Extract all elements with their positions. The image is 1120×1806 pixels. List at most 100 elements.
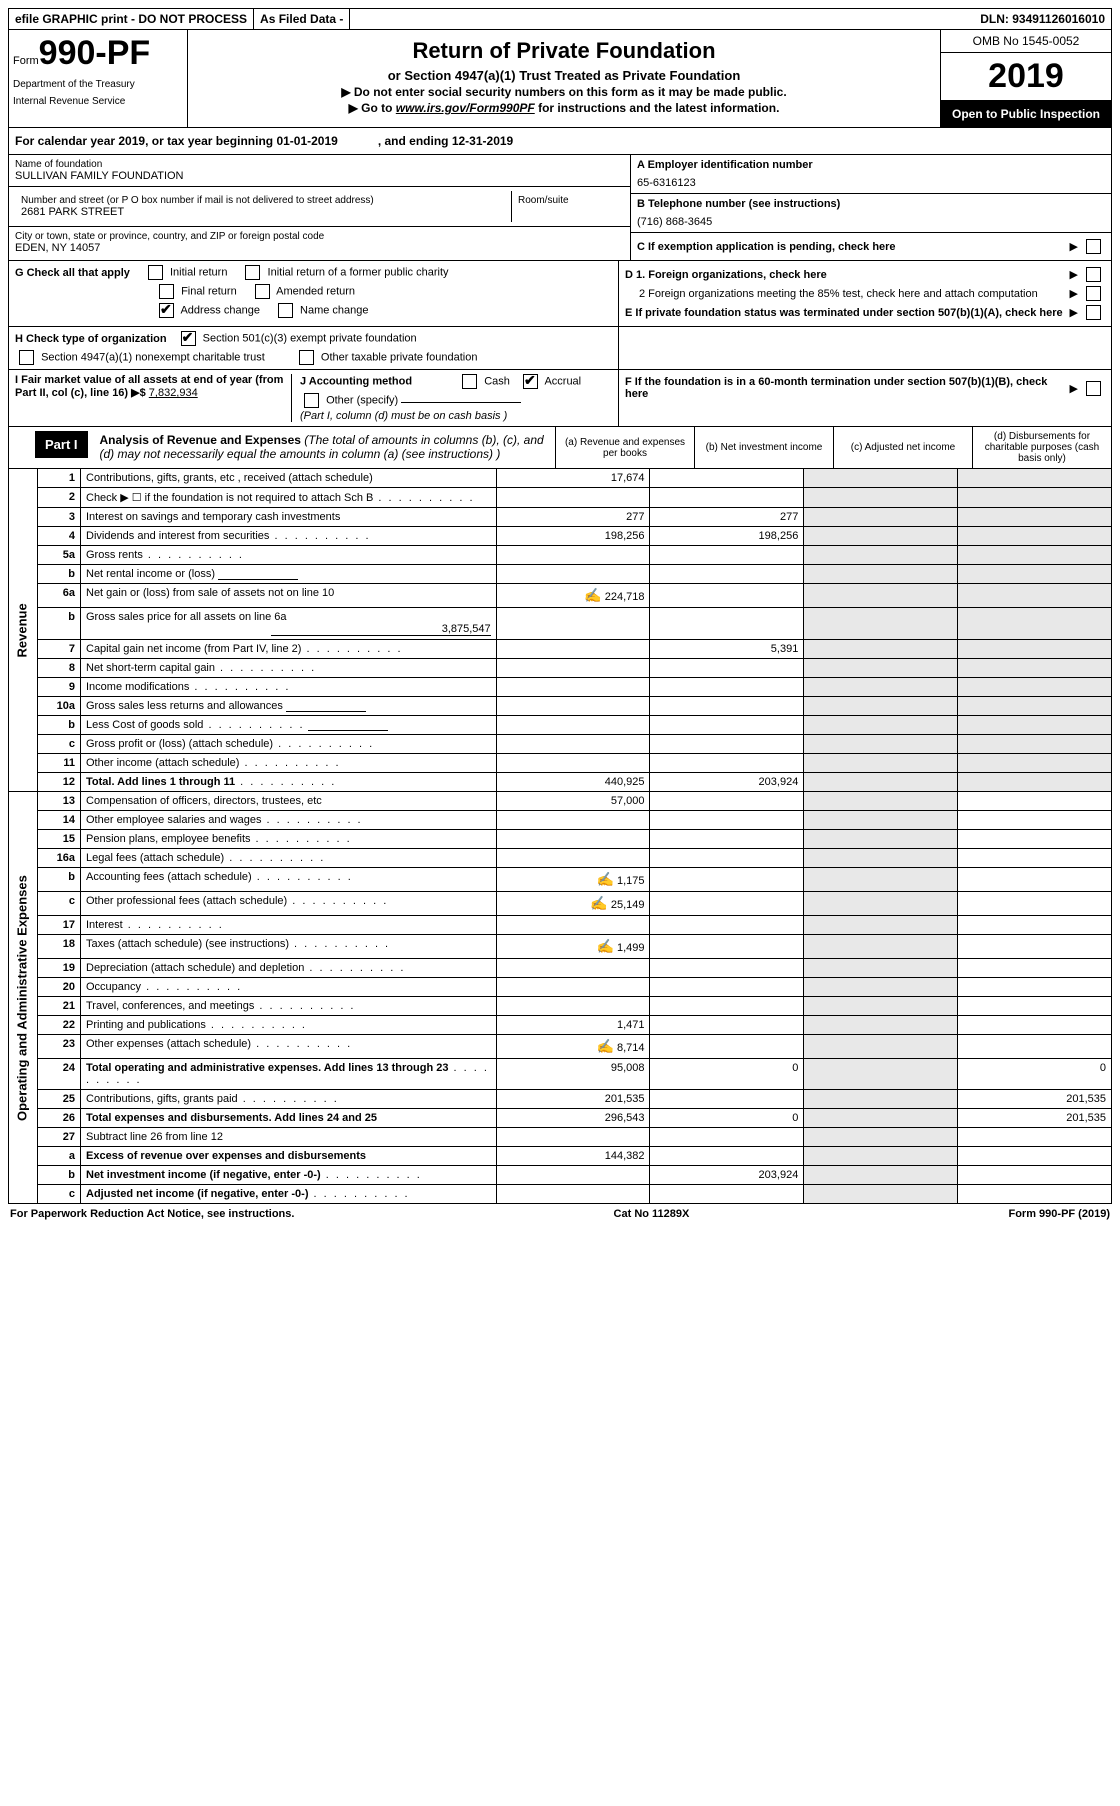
value-cell bbox=[804, 1059, 958, 1090]
chk-501c3[interactable] bbox=[181, 331, 196, 346]
value-cell bbox=[804, 488, 958, 508]
chk-initial-return[interactable] bbox=[148, 265, 163, 280]
line-number: 18 bbox=[38, 935, 81, 959]
chk-initial-former[interactable] bbox=[245, 265, 260, 280]
line-number: c bbox=[38, 735, 81, 754]
value-cell: ✍ 224,718 bbox=[496, 584, 650, 608]
value-cell bbox=[650, 868, 804, 892]
value-cell bbox=[496, 697, 650, 716]
value-cell bbox=[958, 754, 1112, 773]
opt-initial-former: Initial return of a former public charit… bbox=[268, 266, 449, 278]
chk-final-return[interactable] bbox=[159, 284, 174, 299]
line-description: Net rental income or (loss) bbox=[81, 565, 497, 584]
attachment-icon[interactable]: ✍ bbox=[596, 938, 613, 954]
value-cell: 201,535 bbox=[496, 1090, 650, 1109]
chk-cash[interactable] bbox=[462, 374, 477, 389]
chk-amended-return[interactable] bbox=[255, 284, 270, 299]
value-cell bbox=[496, 546, 650, 565]
line-number: b bbox=[38, 868, 81, 892]
opt-4947a1: Section 4947(a)(1) nonexempt charitable … bbox=[41, 351, 265, 363]
value-cell: ✍ 25,149 bbox=[496, 892, 650, 916]
calendar-year-row: For calendar year 2019, or tax year begi… bbox=[8, 128, 1112, 155]
attachment-icon[interactable]: ✍ bbox=[596, 1038, 613, 1054]
table-row: 21Travel, conferences, and meetings bbox=[9, 997, 1112, 1016]
phone-value: (716) 868-3645 bbox=[637, 216, 1105, 228]
line-description: Subtract line 26 from line 12 bbox=[81, 1128, 497, 1147]
opt-accrual: Accrual bbox=[544, 375, 581, 387]
value-cell bbox=[804, 527, 958, 546]
opt-501c3: Section 501(c)(3) exempt private foundat… bbox=[203, 332, 417, 344]
table-row: 3Interest on savings and temporary cash … bbox=[9, 508, 1112, 527]
table-row: 2Check ▶ ☐ if the foundation is not requ… bbox=[9, 488, 1112, 508]
value-cell bbox=[958, 608, 1112, 640]
topbar: efile GRAPHIC print - DO NOT PROCESS As … bbox=[8, 8, 1112, 30]
line-description: Less Cost of goods sold bbox=[81, 716, 497, 735]
value-cell bbox=[958, 811, 1112, 830]
value-cell bbox=[804, 1185, 958, 1204]
value-cell bbox=[958, 678, 1112, 697]
line-description: Net short-term capital gain bbox=[81, 659, 497, 678]
attachment-icon[interactable]: ✍ bbox=[596, 871, 613, 887]
line-description: Other employee salaries and wages bbox=[81, 811, 497, 830]
chk-d2[interactable] bbox=[1086, 286, 1101, 301]
line-number: 7 bbox=[38, 640, 81, 659]
efile-label: efile GRAPHIC print - DO NOT PROCESS bbox=[9, 9, 254, 29]
value-cell bbox=[496, 1128, 650, 1147]
value-cell bbox=[804, 830, 958, 849]
value-cell bbox=[496, 659, 650, 678]
value-cell bbox=[804, 792, 958, 811]
chk-other-taxable[interactable] bbox=[299, 350, 314, 365]
table-row: 18Taxes (attach schedule) (see instructi… bbox=[9, 935, 1112, 959]
line-description: Accounting fees (attach schedule) bbox=[81, 868, 497, 892]
part1-title: Analysis of Revenue and Expenses bbox=[100, 433, 301, 447]
chk-other-method[interactable] bbox=[304, 393, 319, 408]
value-cell bbox=[804, 811, 958, 830]
attachment-icon[interactable]: ✍ bbox=[584, 587, 601, 603]
value-cell bbox=[804, 1109, 958, 1128]
value-cell bbox=[958, 1185, 1112, 1204]
chk-f[interactable] bbox=[1086, 381, 1101, 396]
irs-link[interactable]: www.irs.gov/Form990PF bbox=[396, 101, 535, 115]
line-description: Adjusted net income (if negative, enter … bbox=[81, 1185, 497, 1204]
line-description: Other professional fees (attach schedule… bbox=[81, 892, 497, 916]
value-cell bbox=[650, 1185, 804, 1204]
address-label: Number and street (or P O box number if … bbox=[21, 195, 505, 206]
attachment-icon[interactable]: ✍ bbox=[590, 895, 607, 911]
chk-address-change[interactable] bbox=[159, 303, 174, 318]
chk-accrual[interactable] bbox=[523, 374, 538, 389]
line-number: a bbox=[38, 1147, 81, 1166]
value-cell bbox=[650, 1035, 804, 1059]
line-number: 22 bbox=[38, 1016, 81, 1035]
opt-initial-return: Initial return bbox=[170, 266, 227, 278]
table-row: cGross profit or (loss) (attach schedule… bbox=[9, 735, 1112, 754]
table-row: 8Net short-term capital gain bbox=[9, 659, 1112, 678]
chk-4947a1[interactable] bbox=[19, 350, 34, 365]
value-cell bbox=[650, 1090, 804, 1109]
line-description: Other income (attach schedule) bbox=[81, 754, 497, 773]
chk-e[interactable] bbox=[1086, 305, 1101, 320]
value-cell bbox=[804, 546, 958, 565]
dept-treasury: Department of the Treasury bbox=[13, 79, 183, 90]
table-row: aExcess of revenue over expenses and dis… bbox=[9, 1147, 1112, 1166]
exemption-pending-checkbox[interactable] bbox=[1086, 239, 1101, 254]
value-cell bbox=[804, 608, 958, 640]
table-row: 23Other expenses (attach schedule)✍ 8,71… bbox=[9, 1035, 1112, 1059]
value-cell bbox=[496, 488, 650, 508]
table-row: 22Printing and publications1,471 bbox=[9, 1016, 1112, 1035]
table-row: Revenue1Contributions, gifts, grants, et… bbox=[9, 469, 1112, 488]
chk-name-change[interactable] bbox=[278, 303, 293, 318]
line-description: Pension plans, employee benefits bbox=[81, 830, 497, 849]
value-cell bbox=[496, 1185, 650, 1204]
value-cell bbox=[804, 469, 958, 488]
line-number: 10a bbox=[38, 697, 81, 716]
exemption-pending-label: C If exemption application is pending, c… bbox=[637, 241, 896, 253]
city-label: City or town, state or province, country… bbox=[15, 231, 624, 242]
table-row: cAdjusted net income (if negative, enter… bbox=[9, 1185, 1112, 1204]
chk-d1[interactable] bbox=[1086, 267, 1101, 282]
value-cell: 203,924 bbox=[650, 1166, 804, 1185]
value-cell bbox=[804, 1035, 958, 1059]
value-cell: 5,391 bbox=[650, 640, 804, 659]
line-description: Contributions, gifts, grants, etc , rece… bbox=[81, 469, 497, 488]
value-cell bbox=[650, 892, 804, 916]
value-cell bbox=[958, 716, 1112, 735]
